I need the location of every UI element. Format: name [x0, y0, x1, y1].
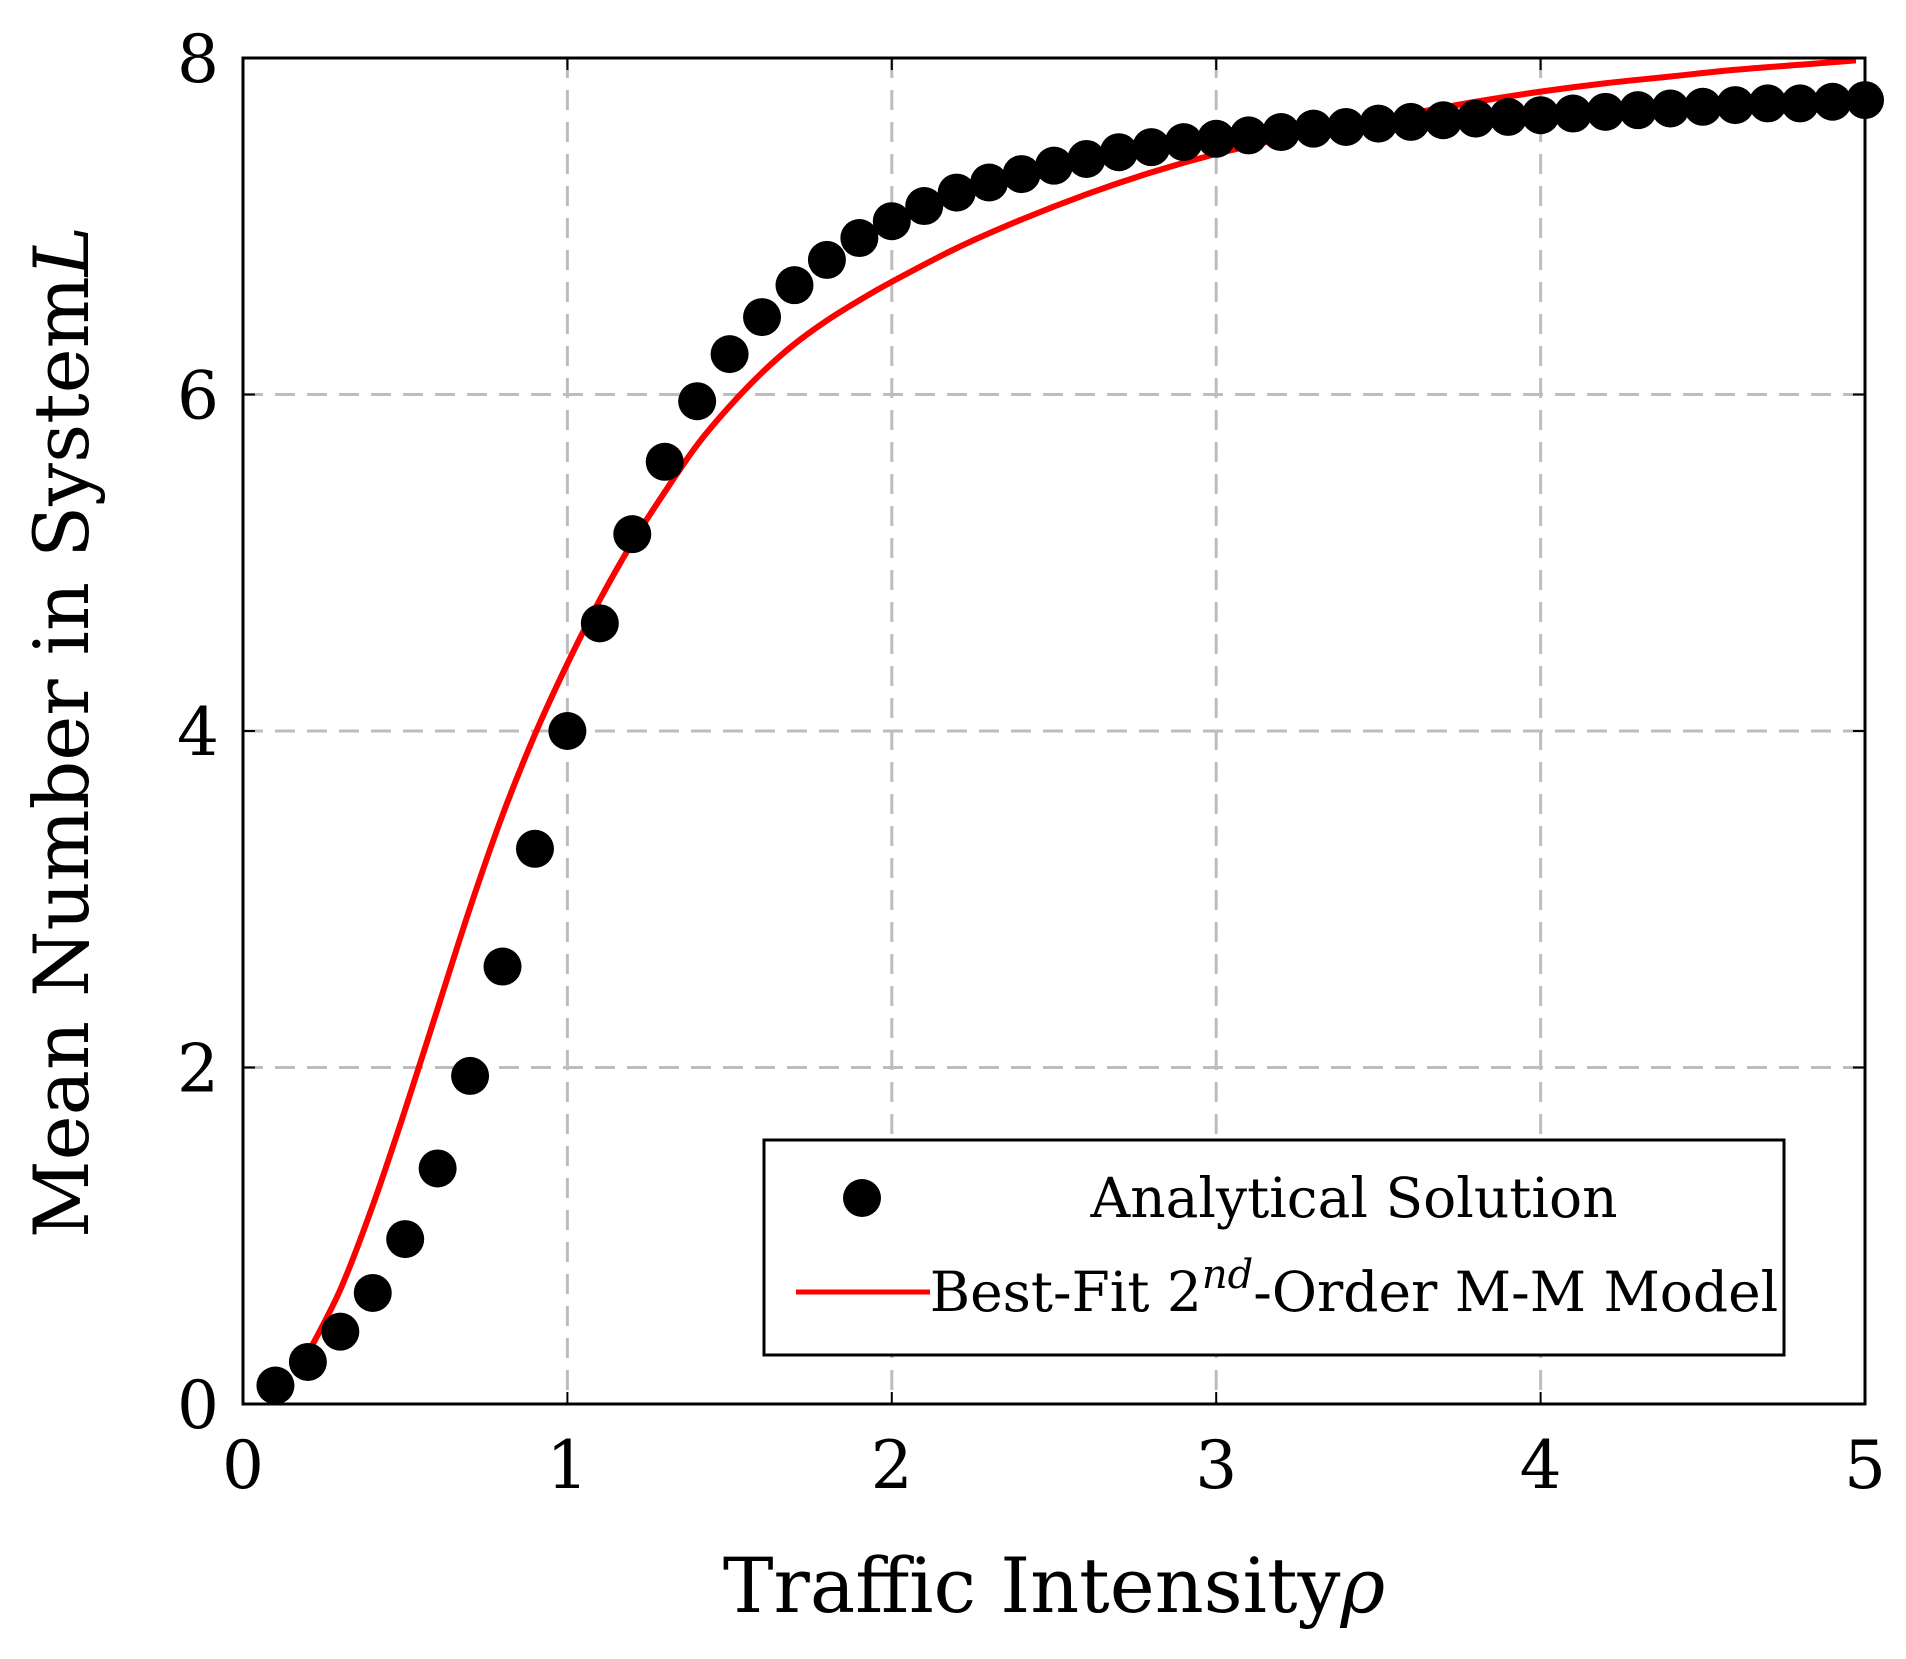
analytical-point	[678, 382, 717, 421]
best-fit-line	[305, 57, 1856, 1355]
x-tick-label: 0	[222, 1427, 264, 1504]
analytical-point	[288, 1342, 327, 1381]
legend: Analytical Solution Best-Fit 2nd-Order M…	[762, 1138, 1786, 1357]
x-tick-label: 2	[871, 1427, 913, 1504]
legend-label-bestfit: Best-Fit 2nd-Order M-M Model	[930, 1252, 1779, 1324]
analytical-point	[1002, 155, 1041, 194]
analytical-point	[1586, 92, 1625, 131]
analytical-point	[548, 712, 587, 750]
analytical-point	[775, 266, 814, 305]
analytical-point	[970, 163, 1009, 202]
analytical-point	[1781, 84, 1820, 123]
legend-bestfit-suffix: -Order M-M Model	[1253, 1260, 1778, 1324]
analytical-point	[1813, 82, 1852, 121]
analytical-point	[1554, 94, 1593, 133]
legend-bestfit-superscript: nd	[1202, 1252, 1253, 1298]
plot-frame	[241, 56, 1867, 1406]
analytical-point	[353, 1273, 392, 1312]
analytical-point	[451, 1056, 490, 1095]
y-tick-label: 2	[177, 1031, 219, 1108]
analytical-point	[1099, 133, 1138, 172]
analytical-point	[710, 335, 749, 374]
y-axis-title-text: Mean Number in System	[17, 276, 106, 1238]
analytical-point	[1067, 139, 1106, 178]
legend-bestfit-prefix: Best-Fit 2	[930, 1260, 1202, 1324]
x-tick-label: 1	[546, 1427, 588, 1504]
analytical-point	[937, 173, 976, 212]
analytical-point	[840, 219, 879, 258]
y-tick-label: 0	[177, 1367, 219, 1444]
y-axis-symbol: L	[17, 226, 106, 278]
data-series	[305, 57, 1856, 1355]
analytical-point	[321, 1312, 360, 1351]
analytical-point	[743, 298, 782, 337]
analytical-point	[1424, 101, 1463, 140]
analytical-point	[1521, 96, 1560, 135]
x-tick-label: 4	[1520, 1427, 1562, 1504]
analytical-point	[418, 1149, 457, 1188]
analytical-point	[645, 442, 684, 481]
x-tick-label: 5	[1844, 1427, 1886, 1504]
x-tick-label: 3	[1195, 1427, 1237, 1504]
x-axis-symbol: ρ	[1339, 1541, 1385, 1630]
analytical-point	[256, 1366, 295, 1405]
analytical-point	[1294, 109, 1333, 148]
analytical-point	[613, 515, 652, 554]
y-tick-label: 8	[177, 21, 219, 98]
data-markers	[256, 81, 1884, 1405]
x-axis-title-text: Traffic Intensity	[723, 1541, 1341, 1630]
analytical-point	[905, 187, 944, 226]
analytical-point	[386, 1220, 425, 1259]
tick-labels: 0 1 2 3 4 5 0 2 4 6 8	[177, 21, 1886, 1504]
analytical-point	[1197, 119, 1236, 158]
analytical-point	[1326, 107, 1365, 146]
legend-box	[762, 1138, 1786, 1357]
analytical-point	[1683, 87, 1722, 126]
analytical-point	[1035, 146, 1073, 185]
analytical-point	[515, 829, 554, 868]
analytical-point	[1618, 91, 1657, 130]
analytical-point	[1359, 104, 1398, 143]
analytical-point	[1651, 89, 1690, 128]
legend-marker-analytical	[843, 1179, 881, 1217]
y-tick-label: 6	[177, 358, 219, 435]
analytical-point	[1748, 84, 1787, 123]
y-axis-title: Mean Number in SystemL	[17, 226, 106, 1238]
analytical-point	[872, 202, 911, 241]
x-axis-title: Traffic Intensityρ	[723, 1541, 1386, 1630]
y-tick-label: 4	[177, 694, 219, 771]
analytical-point	[1164, 123, 1203, 162]
analytical-point	[807, 240, 846, 279]
analytical-point	[1132, 128, 1171, 167]
analytical-point	[1262, 113, 1301, 152]
analytical-point	[1716, 86, 1755, 125]
analytical-point	[1391, 102, 1430, 141]
analytical-point	[1229, 116, 1268, 155]
analytical-point	[483, 947, 522, 986]
analytical-point	[580, 604, 619, 643]
legend-label-analytical: Analytical Solution	[1090, 1166, 1618, 1230]
analytical-point	[1489, 97, 1528, 136]
analytical-point	[1456, 99, 1495, 138]
